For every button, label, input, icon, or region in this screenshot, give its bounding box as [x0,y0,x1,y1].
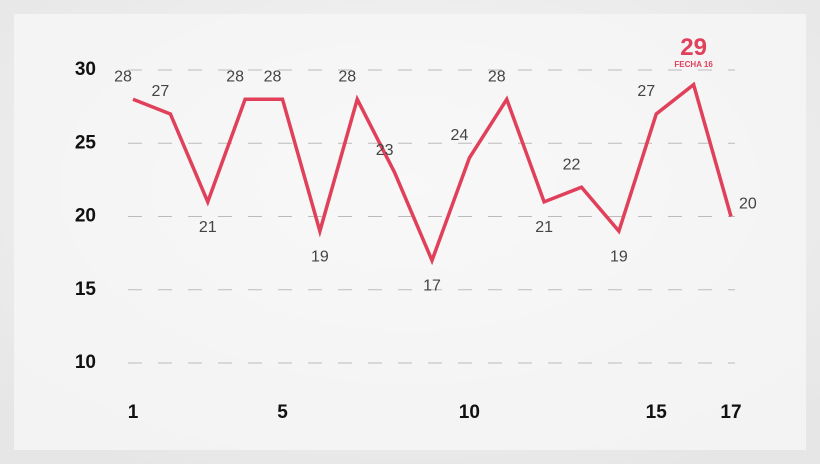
y-tick-label: 15 [75,279,97,300]
y-tick-label: 20 [75,206,96,227]
value-label: 28 [338,69,356,86]
value-label: 17 [423,278,441,295]
value-label: 28 [226,69,244,86]
value-label: 28 [114,69,132,86]
x-tick-label: 15 [646,402,668,423]
card [14,14,806,450]
value-label: 21 [535,219,553,236]
value-label: 21 [199,219,217,236]
y-tick-label: 10 [75,352,96,373]
value-label-highlight: 29 [680,34,707,61]
y-tick-label: 30 [75,59,96,80]
value-label: 24 [450,127,468,144]
value-label: 27 [637,83,655,100]
value-label: 27 [151,83,169,100]
y-tick-label: 25 [75,132,97,153]
value-label: 19 [610,248,628,265]
value-label: 22 [563,156,581,173]
value-label: 20 [739,196,757,213]
x-tick-label: 10 [459,402,480,423]
highlight-label: FECHA 16 [674,60,713,69]
value-label: 28 [264,69,282,86]
value-label: 23 [376,142,394,159]
line [132,81,733,266]
value-label: 28 [488,69,506,86]
x-tick-label: 5 [277,402,288,423]
x-tick-label: 17 [720,402,741,423]
value-label: 19 [311,248,329,265]
x-tick-label: 1 [128,402,139,423]
